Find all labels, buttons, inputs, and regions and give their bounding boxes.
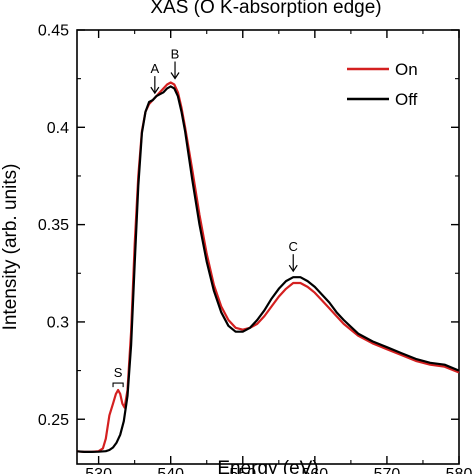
annotation-layer: AB C S bbox=[112, 47, 298, 388]
y-tick-label: 0.4 bbox=[47, 120, 69, 137]
annotation-arrow-head bbox=[150, 86, 160, 95]
x-axis-label: Energy (eV) bbox=[217, 458, 318, 474]
legend-label-on: On bbox=[395, 60, 418, 79]
annotation-label-s: S bbox=[114, 365, 123, 380]
axis-ticks: 530 540 550 560 570 580 0.25 0.3 0.35 0.4 0.45 bbox=[38, 23, 473, 474]
y-axis-label: Intensity (arb. units) bbox=[0, 164, 21, 331]
legend-label-off: Off bbox=[395, 90, 418, 109]
annotation-bracket bbox=[112, 382, 124, 388]
annotation-label-c: C bbox=[289, 239, 298, 254]
y-tick-label: 0.45 bbox=[38, 23, 69, 40]
annotation-label-a: A bbox=[151, 61, 160, 76]
y-tick-label: 0.3 bbox=[47, 315, 69, 332]
y-tick-label: 0.35 bbox=[38, 217, 69, 234]
x-tick-label: 550 bbox=[229, 466, 256, 474]
x-tick-label: 570 bbox=[374, 466, 401, 474]
annotation-label-b: B bbox=[171, 47, 180, 62]
x-tick-label: 580 bbox=[446, 466, 473, 474]
series-layer bbox=[76, 81, 460, 453]
annotation-arrow-head bbox=[170, 72, 180, 80]
chart-title: XAS (O K-absorption edge) bbox=[150, 0, 381, 18]
x-tick-label: 530 bbox=[85, 466, 112, 474]
x-tick-label: 560 bbox=[301, 466, 328, 474]
x-tick-label: 540 bbox=[157, 466, 184, 474]
plot-frame bbox=[76, 29, 460, 465]
y-tick-label: 0.25 bbox=[38, 412, 69, 429]
legend: On Off bbox=[347, 60, 418, 109]
series-line-off bbox=[76, 85, 460, 453]
annotation-arrow-head bbox=[288, 264, 298, 273]
